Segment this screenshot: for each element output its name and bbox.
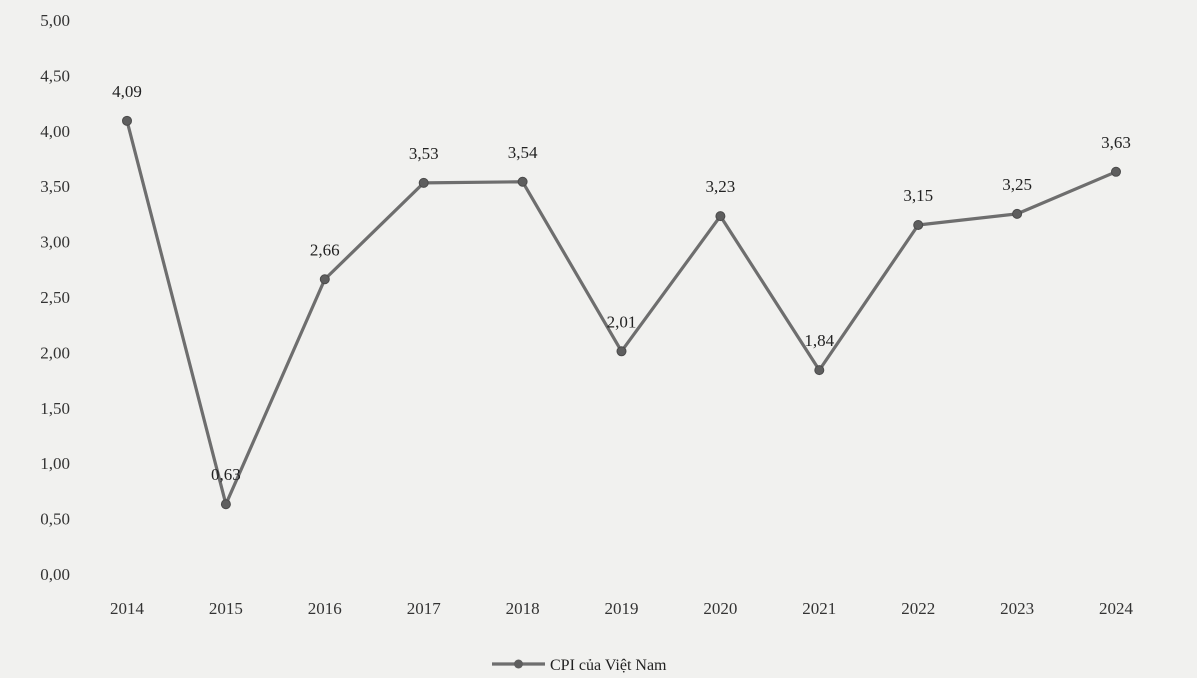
y-tick-label: 1,00 bbox=[40, 454, 70, 473]
x-tick-label: 2016 bbox=[308, 599, 342, 618]
x-tick-label: 2020 bbox=[703, 599, 737, 618]
x-tick-label: 2014 bbox=[110, 599, 145, 618]
data-labels: 4,09 0,63 2,66 3,53 3,54 2,01 3,23 1,84 3,15 3,25… bbox=[112, 82, 1131, 484]
data-label: 4,09 bbox=[112, 82, 142, 101]
data-point bbox=[122, 115, 132, 126]
data-point bbox=[418, 177, 429, 188]
x-tick-label: 2022 bbox=[901, 599, 935, 618]
y-tick-label: 4,00 bbox=[40, 122, 70, 141]
x-tick-label: 2021 bbox=[802, 599, 836, 618]
x-tick-label: 2023 bbox=[1000, 599, 1034, 618]
x-tick-label: 2018 bbox=[506, 599, 540, 618]
y-tick-label: 2,00 bbox=[40, 343, 70, 362]
y-tick-label: 3,50 bbox=[40, 177, 70, 196]
y-tick-label: 0,50 bbox=[40, 510, 70, 529]
data-label: 2,66 bbox=[310, 240, 340, 259]
y-tick-label: 4,50 bbox=[40, 66, 70, 85]
x-tick-label: 2019 bbox=[605, 599, 639, 618]
data-label: 3,54 bbox=[508, 143, 538, 162]
legend: CPI của Việt Nam bbox=[492, 657, 667, 674]
legend-marker-swatch bbox=[514, 659, 523, 669]
data-point bbox=[814, 365, 825, 376]
legend-entry-cpi: CPI của Việt Nam bbox=[550, 657, 667, 674]
y-tick-label: 3,00 bbox=[40, 233, 70, 252]
data-label: 3,25 bbox=[1002, 175, 1032, 194]
data-label: 3,15 bbox=[903, 186, 933, 205]
data-point bbox=[1012, 208, 1023, 219]
x-tick-label: 2024 bbox=[1099, 599, 1134, 618]
data-label: 0,63 bbox=[211, 465, 241, 484]
x-axis-ticks: 2014 2015 2016 2017 2018 2019 2020 2021 2022 2023… bbox=[110, 599, 1134, 618]
data-point bbox=[715, 211, 726, 222]
data-label: 3,23 bbox=[706, 177, 736, 196]
data-label: 2,01 bbox=[607, 312, 637, 331]
data-point bbox=[319, 274, 330, 285]
data-point bbox=[517, 176, 528, 187]
data-point bbox=[913, 219, 924, 230]
data-label: 3,53 bbox=[409, 144, 439, 163]
data-label: 1,84 bbox=[804, 331, 834, 350]
y-tick-label: 2,50 bbox=[40, 288, 70, 307]
series-layer bbox=[122, 115, 1121, 510]
data-point bbox=[1111, 166, 1121, 177]
y-axis-ticks: 0,00 0,50 1,00 1,50 2,00 2,50 3,00 3,50 4,00 4,50… bbox=[40, 11, 70, 584]
x-tick-label: 2015 bbox=[209, 599, 243, 618]
x-tick-label: 2017 bbox=[407, 599, 442, 618]
data-label: 3,63 bbox=[1101, 133, 1131, 152]
data-point bbox=[616, 346, 627, 357]
y-tick-label: 5,00 bbox=[40, 11, 70, 30]
y-tick-label: 1,50 bbox=[40, 399, 70, 418]
y-tick-label: 0,00 bbox=[40, 565, 70, 584]
data-point bbox=[220, 499, 231, 510]
